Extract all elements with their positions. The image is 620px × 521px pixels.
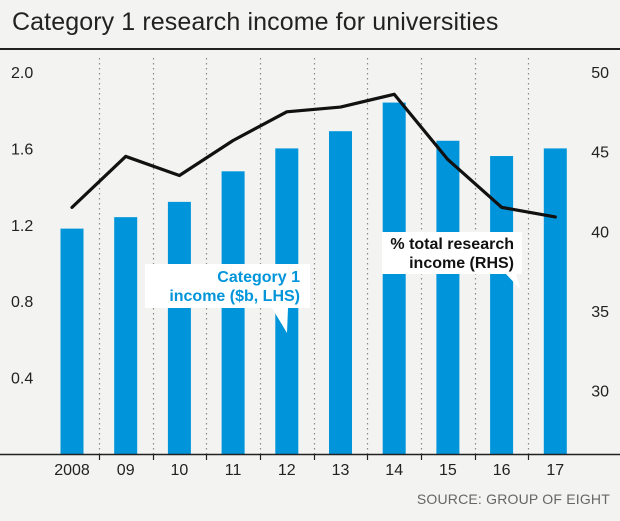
axes: 2008 09 10 11 12 13 14 15 16 17 2.0 1.6 1.2 0.8 0.4 50 4…	[0, 65, 620, 479]
bar-label-callout-box	[145, 264, 310, 333]
line-series-label: % total research income (RHS)	[382, 232, 522, 290]
bar	[60, 228, 84, 454]
y-left-tick-label: 1.6	[11, 141, 33, 158]
gridlines	[98, 58, 530, 454]
line-label-callout-box	[382, 232, 522, 290]
y-left-tick-label: 0.4	[11, 371, 33, 388]
bar	[490, 156, 514, 455]
x-tick-label: 10	[171, 462, 189, 479]
title-rule	[0, 48, 620, 50]
bar-series-label: Category 1 income ($b, LHS)	[145, 264, 310, 333]
bar	[221, 171, 245, 454]
x-tick-label: 14	[385, 462, 403, 479]
line-series	[70, 92, 557, 219]
bar-label-line-2: income ($b, LHS)	[169, 288, 300, 305]
x-tick-label: 09	[117, 462, 135, 479]
x-tick-label: 16	[493, 462, 511, 479]
x-tick-label: 2008	[54, 462, 90, 479]
bar	[329, 131, 352, 454]
source-note: SOURCE: GROUP OF EIGHT	[416, 491, 610, 507]
x-tick-label: 17	[546, 462, 564, 479]
line-label-line-2: income (RHS)	[409, 255, 514, 272]
x-tick-label: 13	[332, 462, 350, 479]
bar	[114, 217, 138, 454]
y-right-tick-label: 30	[591, 384, 609, 401]
x-tick-label: 15	[439, 462, 457, 479]
y-left-tick-label: 2.0	[11, 65, 33, 82]
x-tick-label: 12	[278, 462, 296, 479]
bars	[60, 102, 567, 455]
y-left-tick-label: 0.8	[11, 294, 33, 311]
bar	[436, 140, 460, 454]
y-right-tick-label: 35	[591, 304, 609, 321]
y-left-tick-label: 1.2	[11, 218, 33, 235]
y-right-tick-label: 45	[591, 145, 609, 162]
bar	[382, 102, 406, 454]
line-label-line-1: % total research	[390, 236, 514, 253]
y-right-tick-label: 50	[591, 65, 609, 82]
line-path	[70, 92, 557, 219]
bar-label-line-1: Category 1	[217, 269, 300, 286]
y-right-tick-label: 40	[591, 224, 609, 241]
chart-title: Category 1 research income for universit…	[12, 8, 499, 36]
bar	[543, 148, 567, 454]
x-tick-label: 11	[225, 462, 242, 479]
bar	[167, 201, 191, 454]
